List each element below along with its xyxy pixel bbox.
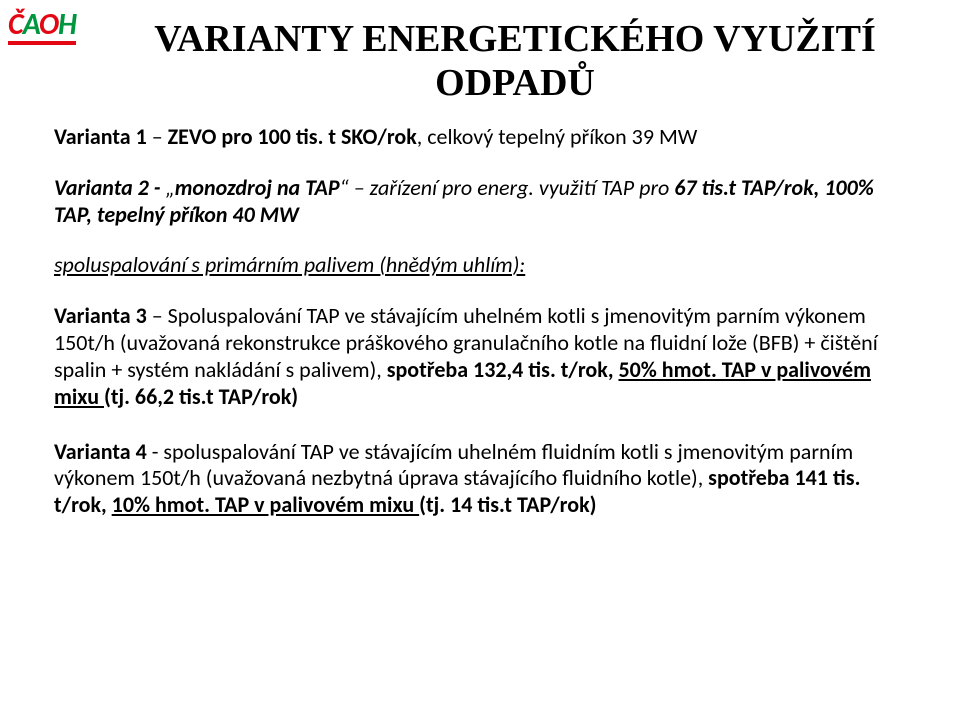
title-line-2: ODPADŮ (435, 62, 595, 104)
subheader-combustion: spoluspalování s primárním palivem (hněd… (54, 252, 900, 279)
v1-label: Varianta 1 (54, 123, 147, 150)
logo-letter-o: O (39, 6, 58, 43)
v4-bold-tail: (tj. 14 tis.t TAP/rok) (419, 491, 596, 518)
v1-sep: – (147, 123, 168, 150)
v1-desc1: ZEVO pro 100 tis. t SKO/rok (168, 123, 417, 150)
slide-title: VARIANTY ENERGETICKÉHO VYUŽITÍ ODPADŮ (110, 18, 920, 105)
v2-after: – zařízení pro energ. využití TAP pro (349, 174, 674, 201)
title-line-1: VARIANTY ENERGETICKÉHO VYUŽITÍ (154, 18, 875, 60)
variant-1: Varianta 1 – ZEVO pro 100 tis. t SKO/rok… (54, 124, 900, 151)
v2-label: Varianta 2 - (54, 174, 166, 201)
logo: ČAOH (8, 6, 76, 43)
logo-letter-a: A (23, 6, 39, 43)
variant-2: Varianta 2 - „monozdroj na TAP“ – zaříze… (54, 175, 900, 229)
v1-desc2: , celkový tepelný příkon 39 MW (417, 123, 698, 150)
v4-label: Varianta 4 (54, 438, 147, 465)
v2-mono: monozdroj na TAP (175, 174, 340, 201)
variant-4: Varianta 4 - spoluspalování TAP ve stáva… (54, 439, 900, 519)
v4-bold-u: 10% hmot. TAP v palivovém mixu (112, 491, 419, 518)
logo-underline (8, 41, 76, 45)
slide: ČAOH VARIANTY ENERGETICKÉHO VYUŽITÍ ODPA… (0, 0, 960, 711)
v2-q1: „ (166, 174, 175, 201)
slide-body: Varianta 1 – ZEVO pro 100 tis. t SKO/rok… (54, 124, 900, 543)
v3-label: Varianta 3 (54, 302, 147, 329)
logo-letter-c: Č (8, 6, 23, 43)
v3-bold1: spotřeba 132,4 tis. t/rok, (387, 356, 619, 383)
v3-bold-tail: (tj. 66,2 tis.t TAP/rok) (104, 383, 298, 410)
logo-letter-h: H (58, 6, 76, 43)
subheader-text: spoluspalování s primárním palivem (hněd… (54, 251, 525, 278)
variant-3: Varianta 3 – Spoluspalování TAP ve stáva… (54, 303, 900, 410)
v2-q2: “ (340, 174, 349, 201)
